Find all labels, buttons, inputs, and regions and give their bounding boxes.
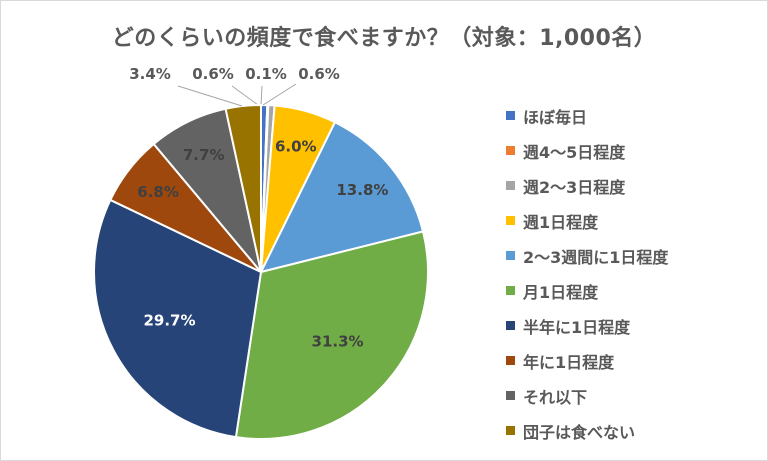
data-label: 0.6% <box>298 65 340 83</box>
legend-item: 2～3週間に1日程度 <box>506 238 668 273</box>
legend-item: 年に1日程度 <box>506 343 668 378</box>
legend-item: 週1日程度 <box>506 203 668 238</box>
data-label: 6.8% <box>137 183 179 201</box>
legend-label: それ以下 <box>523 387 588 407</box>
legend-label: 週1日程度 <box>523 212 599 232</box>
legend-label: 団子は食べない <box>523 422 636 442</box>
legend-swatch <box>506 321 515 330</box>
legend-item: 月1日程度 <box>506 273 668 308</box>
chart-title: どのくらいの頻度で食べますか？（対象：1,000名） <box>111 26 657 51</box>
legend-swatch <box>506 216 515 225</box>
legend-swatch <box>506 251 515 260</box>
legend-item: 半年に1日程度 <box>506 308 668 343</box>
leader-line <box>177 85 243 107</box>
data-label: 0.6% <box>192 65 234 83</box>
data-label: 6.0% <box>275 137 317 155</box>
data-label: 3.4% <box>129 65 171 83</box>
legend-item: それ以下 <box>506 378 668 413</box>
legend-swatch <box>506 426 515 435</box>
data-label: 31.3% <box>312 333 364 351</box>
legend-item: 週2～3日程度 <box>506 168 668 203</box>
legend-item: ほぼ毎日 <box>506 98 668 133</box>
legend-item: 団子は食べない <box>506 413 668 448</box>
data-label: 29.7% <box>143 311 195 329</box>
chart-legend: ほぼ毎日週4～5日程度 週2～3日程度 週1日程度 2～3週間に1日程度 月1日程度半年… <box>506 98 668 448</box>
pie-slice <box>224 103 262 273</box>
data-label: 7.7% <box>183 146 225 164</box>
legend-label: 2～3週間に1日程度 <box>523 247 669 267</box>
legend-label: ほぼ毎日 <box>523 107 588 127</box>
leader-line <box>262 83 297 106</box>
legend-swatch <box>506 146 515 155</box>
legend-label: 年に1日程度 <box>523 352 615 372</box>
legend-label: 週4～5日程度 <box>523 142 626 162</box>
leader-line <box>231 85 259 106</box>
legend-swatch <box>506 181 515 190</box>
pie-slice <box>259 120 425 274</box>
leader-line <box>260 85 263 106</box>
legend-label: 週2～3日程度 <box>523 177 626 197</box>
data-label: 13.8% <box>336 181 388 199</box>
pie-slice <box>234 230 429 440</box>
legend-swatch <box>506 286 515 295</box>
pie-slice <box>93 198 263 439</box>
legend-label: 月1日程度 <box>523 282 599 302</box>
legend-swatch <box>506 391 515 400</box>
legend-item: 週4～5日程度 <box>506 133 668 168</box>
legend-swatch <box>506 356 515 365</box>
data-label: 0.1% <box>245 65 287 83</box>
legend-swatch <box>506 111 515 120</box>
legend-label: 半年に1日程度 <box>523 317 631 337</box>
